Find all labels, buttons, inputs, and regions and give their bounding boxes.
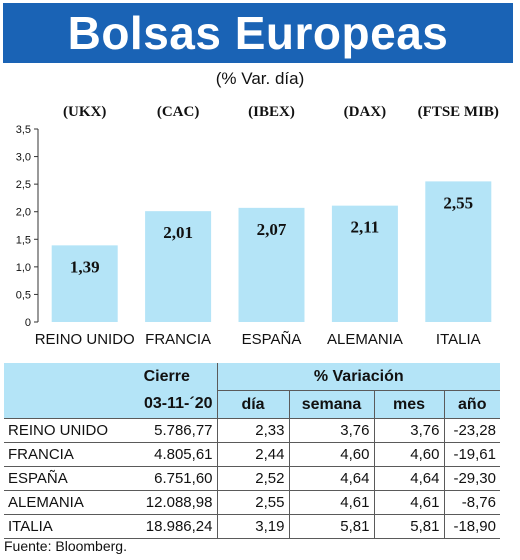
country-cell: ITALIA [4, 514, 117, 539]
table-row: REINO UNIDO 5.786,77 2,33 3,76 3,76 -23,… [4, 418, 500, 443]
anio-cell: -18,90 [443, 514, 500, 539]
y-tick-label: 3,0 [16, 152, 31, 164]
bar [51, 245, 118, 322]
table-row: FRANCIA 4.805,61 2,44 4,60 4,60 -19,61 [4, 442, 500, 467]
y-tick-label: 2,0 [16, 207, 31, 219]
anio-cell: -29,30 [443, 466, 500, 491]
table-row: ALEMANIA 12.088,98 2,55 4,61 4,61 -8,76 [4, 490, 500, 515]
index-label: (IBEX) [248, 104, 295, 120]
mes-cell: 5,81 [373, 514, 444, 539]
index-label: (CAC) [157, 104, 200, 120]
anio-cell: -8,76 [443, 490, 500, 515]
data-label: 2,55 [443, 193, 473, 212]
y-tick-label: 0 [25, 317, 31, 329]
dia-cell: 2,52 [216, 466, 289, 491]
semana-cell: 4,61 [288, 490, 374, 515]
y-tick-label: 2,5 [16, 179, 31, 191]
y-tick-label: 3,5 [16, 124, 31, 136]
x-tick-label: ALEMANIA [327, 331, 403, 348]
cierre-cell: 4.805,61 [117, 442, 217, 467]
table-row: ITALIA 18.986,24 3,19 5,81 5,81 -18,90 [4, 514, 500, 539]
country-cell: REINO UNIDO [4, 418, 117, 443]
header-dia: día [216, 390, 289, 419]
header-date: 03-11-´20 [117, 390, 217, 419]
cierre-cell: 18.986,24 [117, 514, 217, 539]
index-label: (UKX) [63, 104, 106, 120]
x-tick-label: ESPAÑA [242, 331, 302, 348]
bar [145, 211, 212, 322]
dia-cell: 2,55 [216, 490, 289, 515]
bar-chart: 0 0,5 1,0 1,5 2,0 2,5 3,0 3,5 1,39 (UKX) REINO UNI… [16, 104, 499, 348]
index-label: (DAX) [344, 104, 387, 120]
data-label: 2,11 [350, 218, 379, 237]
cierre-cell: 5.786,77 [117, 418, 217, 443]
x-tick-label: REINO UNIDO [35, 331, 135, 348]
data-label: 2,01 [163, 223, 193, 242]
mes-cell: 4,60 [373, 442, 444, 467]
country-cell: ESPAÑA [4, 466, 117, 491]
mes-cell: 3,76 [373, 418, 444, 443]
y-tick-label: 1,5 [16, 234, 31, 246]
bar [238, 207, 305, 322]
semana-cell: 5,81 [288, 514, 374, 539]
chart-subtitle: (% Var. día) [215, 69, 305, 88]
cierre-cell: 6.751,60 [117, 466, 217, 491]
dia-cell: 2,44 [216, 442, 289, 467]
header-cierre: Cierre [143, 367, 190, 385]
table-row: ESPAÑA 6.751,60 2,52 4,64 4,64 -29,30 [4, 466, 500, 491]
cierre-cell: 12.088,98 [117, 490, 217, 515]
header-mes: mes [373, 390, 444, 419]
index-label: (FTSE MIB) [418, 104, 499, 120]
data-label: 1,39 [70, 257, 100, 276]
bar [425, 181, 492, 322]
dia-cell: 3,19 [216, 514, 289, 539]
country-cell: FRANCIA [4, 442, 117, 467]
chart-title: Bolsas Europeas [3, 3, 513, 63]
country-cell: ALEMANIA [4, 490, 117, 515]
dia-cell: 2,33 [216, 418, 289, 443]
header-anio: año [443, 390, 500, 419]
anio-cell: -19,61 [443, 442, 500, 467]
source-note: Fuente: Bloomberg. [4, 538, 127, 554]
y-tick-label: 1,0 [16, 262, 31, 274]
semana-cell: 4,60 [288, 442, 374, 467]
anio-cell: -23,28 [443, 418, 500, 443]
semana-cell: 3,76 [288, 418, 374, 443]
header-variacion: % Variación [216, 363, 500, 391]
x-tick-label: ITALIA [436, 331, 481, 348]
mes-cell: 4,64 [373, 466, 444, 491]
data-label: 2,07 [257, 220, 287, 239]
mes-cell: 4,61 [373, 490, 444, 515]
y-tick-label: 0,5 [16, 289, 31, 301]
semana-cell: 4,64 [288, 466, 374, 491]
data-table: Cierre % Variación 03-11-´20 día semana … [4, 363, 500, 539]
bar [331, 205, 398, 322]
x-tick-label: FRANCIA [145, 331, 211, 348]
header-semana: semana [288, 390, 374, 419]
